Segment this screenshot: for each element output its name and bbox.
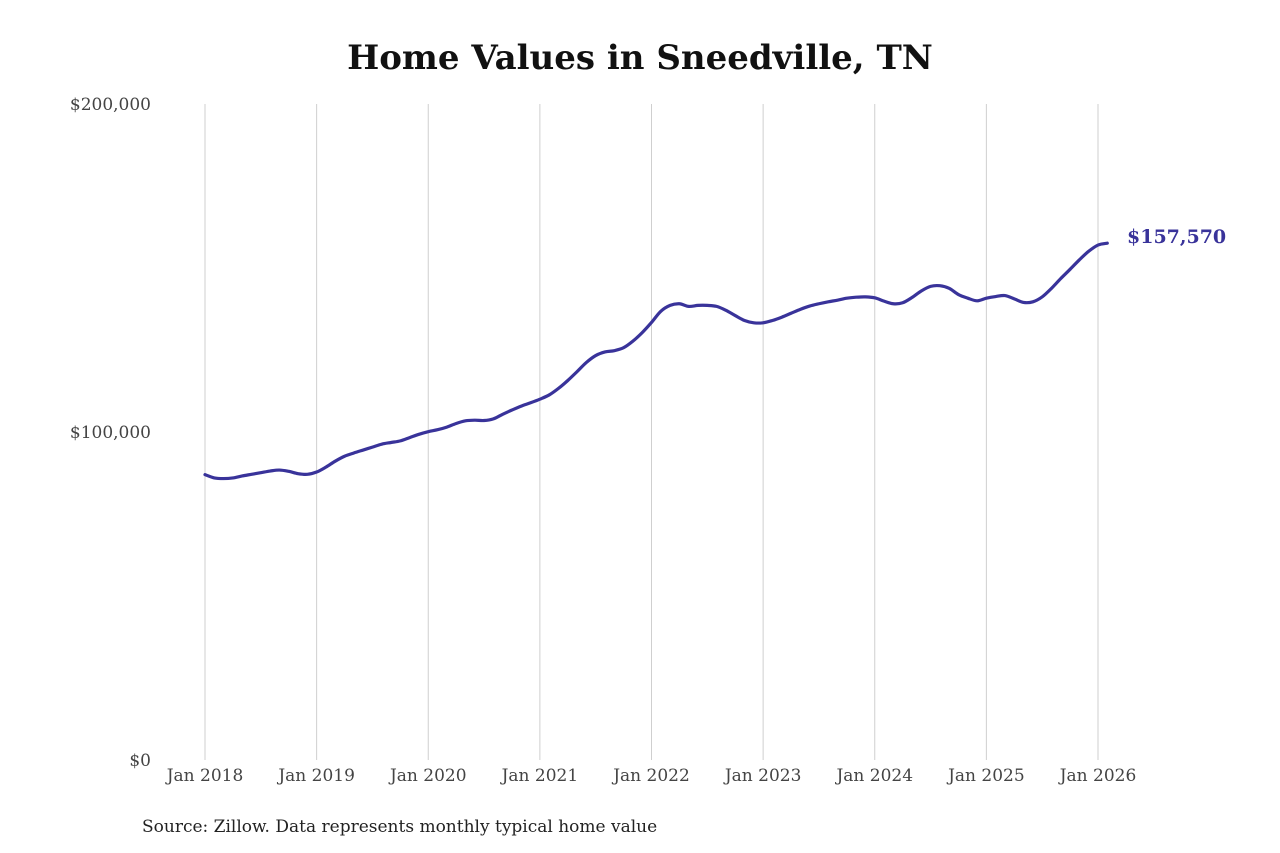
x-tick-label: Jan 2019 [276, 766, 355, 786]
x-tick-label: Jan 2023 [723, 766, 802, 786]
end-value-label: $157,570 [1127, 226, 1226, 248]
x-tick-label: Jan 2020 [388, 766, 467, 786]
y-tick-label: $200,000 [70, 95, 151, 115]
x-tick-label: Jan 2025 [946, 766, 1025, 786]
chart-title: Home Values in Sneedville, TN [347, 38, 933, 78]
y-tick-label: $0 [129, 751, 151, 771]
x-tick-label: Jan 2024 [834, 766, 913, 786]
source-note: Source: Zillow. Data represents monthly … [142, 817, 658, 837]
x-tick-label: Jan 2021 [500, 766, 579, 786]
x-tick-label: Jan 2026 [1058, 766, 1137, 786]
y-tick-label: $100,000 [70, 423, 151, 443]
x-tick-label: Jan 2022 [611, 766, 690, 786]
x-tick-label: Jan 2018 [165, 766, 244, 786]
home-value-line [203, 241, 1109, 481]
